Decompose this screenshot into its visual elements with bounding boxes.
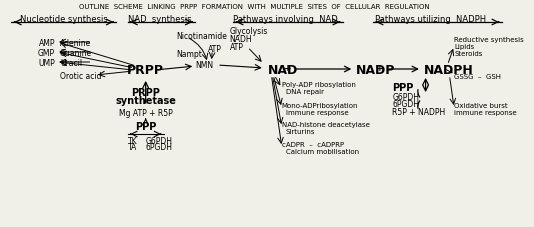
Text: synthetase: synthetase	[115, 96, 176, 106]
Text: Nucleotide synthesis: Nucleotide synthesis	[20, 15, 108, 24]
Text: TK: TK	[128, 136, 137, 145]
Text: DNA repair: DNA repair	[286, 89, 324, 95]
Text: Orotic acid: Orotic acid	[60, 71, 101, 80]
Text: Mono-ADPribosylation: Mono-ADPribosylation	[282, 103, 358, 109]
Text: NAD: NAD	[268, 63, 298, 76]
Text: TA: TA	[128, 143, 137, 152]
Text: 6PGDH: 6PGDH	[392, 99, 419, 108]
Text: G6PDH: G6PDH	[146, 136, 172, 145]
Text: +: +	[376, 63, 384, 72]
Text: NMN: NMN	[195, 60, 213, 69]
Text: GSSG  –  GSH: GSSG – GSH	[454, 74, 501, 80]
Text: G6PDH: G6PDH	[392, 92, 419, 101]
Text: Immune response: Immune response	[286, 109, 348, 116]
Text: Adenine: Adenine	[60, 38, 91, 47]
Text: OUTLINE  SCHEME  LINKING  PRPP  FORMATION  WITH  MULTIPLE  SITES  OF  CELLULAR  : OUTLINE SCHEME LINKING PRPP FORMATION WI…	[79, 4, 429, 10]
Text: Sirturins: Sirturins	[286, 128, 315, 134]
Text: AMP: AMP	[39, 38, 55, 47]
Text: Steroids: Steroids	[454, 51, 483, 57]
Text: Pathways involving  NAD: Pathways involving NAD	[233, 15, 338, 24]
Text: NADP: NADP	[356, 63, 396, 76]
Text: Poly-ADP ribosylation: Poly-ADP ribosylation	[282, 82, 356, 88]
Text: Guanine: Guanine	[60, 48, 92, 57]
Text: Calcium mobilisation: Calcium mobilisation	[286, 148, 359, 154]
Text: UMP: UMP	[38, 58, 55, 67]
Text: NAD  synthesis: NAD synthesis	[128, 15, 192, 24]
Text: 6PGDH: 6PGDH	[146, 143, 172, 152]
Text: ATP: ATP	[230, 42, 244, 51]
Text: Uracil: Uracil	[60, 58, 82, 67]
Text: NAD-histone deacetylase: NAD-histone deacetylase	[282, 121, 370, 127]
Text: R5P + NADPH: R5P + NADPH	[392, 107, 445, 116]
Text: immune response: immune response	[454, 109, 517, 116]
Text: Glycolysis: Glycolysis	[230, 26, 268, 35]
Text: cADPR  –  cADPRP: cADPR – cADPRP	[282, 141, 344, 147]
Text: Reductive synthesis: Reductive synthesis	[454, 37, 524, 43]
Text: Nicotinamide: Nicotinamide	[176, 31, 227, 40]
Text: Lipids: Lipids	[454, 44, 474, 50]
Text: PRPP: PRPP	[131, 88, 160, 98]
Text: PPP: PPP	[392, 83, 414, 93]
Text: GMP: GMP	[38, 48, 55, 57]
Text: Oxidative burst: Oxidative burst	[454, 103, 508, 109]
Text: NADH: NADH	[230, 34, 252, 43]
Text: Pathways utilizing  NADPH: Pathways utilizing NADPH	[375, 15, 486, 24]
Text: Mg ATP + R5P: Mg ATP + R5P	[119, 108, 172, 117]
Text: ATP: ATP	[208, 44, 222, 53]
Text: +: +	[284, 63, 292, 72]
Text: NADPH: NADPH	[423, 63, 474, 76]
Text: PRPP: PRPP	[127, 63, 164, 76]
Text: PPP: PPP	[135, 121, 156, 131]
Text: Nampt: Nampt	[176, 49, 202, 58]
